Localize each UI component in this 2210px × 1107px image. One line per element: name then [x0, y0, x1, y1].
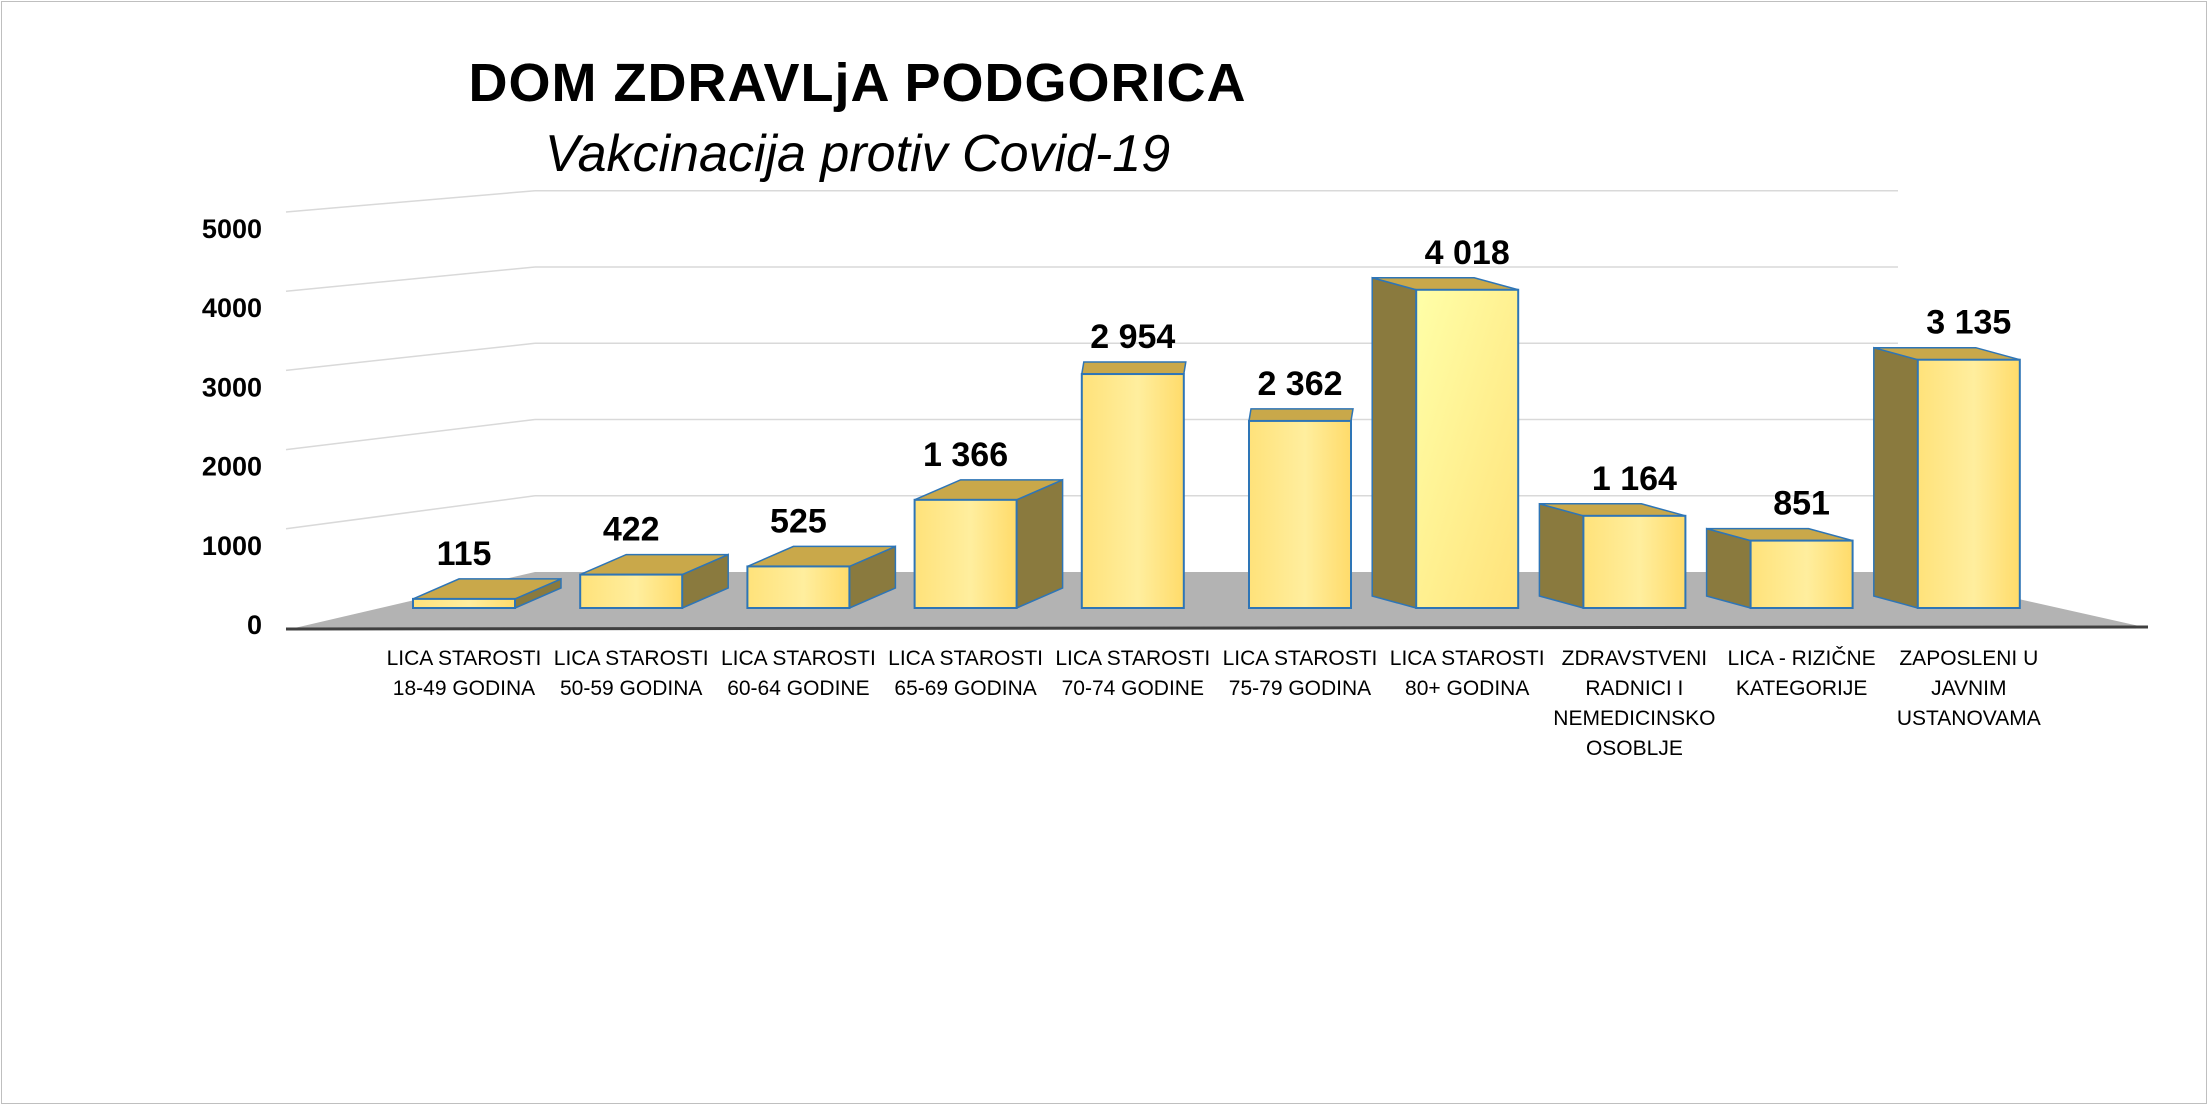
chart-floor: [286, 572, 2148, 630]
bar: [1080, 373, 1185, 610]
bar: [1916, 358, 2021, 610]
bar-side: [1371, 276, 1417, 609]
data-label: 525: [770, 502, 827, 540]
x-tick-label: ZDRAVSTVENI RADNICI I NEMEDICINSKO OSOBL…: [1553, 647, 1716, 760]
gridline: [285, 495, 536, 530]
data-label: 3 135: [1926, 304, 2011, 342]
bar: [412, 597, 516, 610]
chart-subtitle: Vakcinacija protiv Covid-19: [544, 125, 1171, 183]
x-tick-label: LICA - RIZIČNE KATEGORIJE: [1727, 647, 1876, 700]
bar-side: [1015, 478, 1064, 610]
x-tick-label: LICA STAROSTI 18-49 GODINA: [386, 647, 542, 700]
bar: [579, 573, 684, 609]
x-tick-label: LICA STAROSTI 50-59 GODINA: [553, 647, 709, 700]
gridline: [285, 266, 536, 292]
bar-top: [1080, 361, 1187, 375]
y-tick-label: 2000: [202, 452, 262, 482]
y-tick-label: 0: [247, 610, 262, 640]
bar-top: [1248, 408, 1354, 422]
data-label: 851: [1773, 485, 1830, 523]
x-tick-label: LICA STAROSTI 65-69 GODINA: [888, 647, 1043, 700]
bar: [1415, 288, 1520, 609]
bar: [913, 498, 1018, 610]
x-tick-label: LICA STAROSTI 60-64 GODINE: [720, 647, 876, 700]
data-label: 1 366: [923, 436, 1008, 474]
data-label: 422: [603, 511, 660, 549]
data-label: 2 362: [1257, 365, 1342, 403]
bar: [1582, 514, 1687, 610]
bar: [1248, 419, 1352, 609]
y-tick-label: 4000: [202, 293, 262, 323]
x-tick-label: LICA STAROSTI 75-79 GODINA: [1222, 647, 1378, 700]
bar-side: [1538, 502, 1585, 609]
x-tick-label: ZAPOSLENI U JAVNIM USTANOVAMA: [1896, 647, 2041, 730]
y-tick-label: 5000: [202, 214, 262, 244]
gridline: [285, 190, 536, 213]
x-axis-line: [285, 625, 2149, 631]
bar-side: [1705, 527, 1752, 609]
gridline: [285, 418, 536, 451]
x-tick-label: LICA STAROSTI 70-74 GODINE: [1055, 647, 1211, 700]
gridline: [285, 342, 536, 372]
y-tick-label: 3000: [202, 372, 262, 402]
x-tick-label: LICA STAROSTI 80+ GODINA: [1389, 647, 1545, 700]
data-label: 115: [437, 535, 492, 573]
data-label: 4 018: [1425, 234, 1510, 272]
bar-side: [1873, 346, 1919, 609]
chart-title: DOM ZDRAVLjA PODGORICA: [468, 53, 1247, 113]
data-label: 1 164: [1592, 460, 1677, 498]
y-tick-label: 1000: [202, 531, 262, 561]
bar: [1749, 539, 1854, 610]
bar: [746, 565, 851, 609]
data-label: 2 954: [1090, 318, 1175, 356]
